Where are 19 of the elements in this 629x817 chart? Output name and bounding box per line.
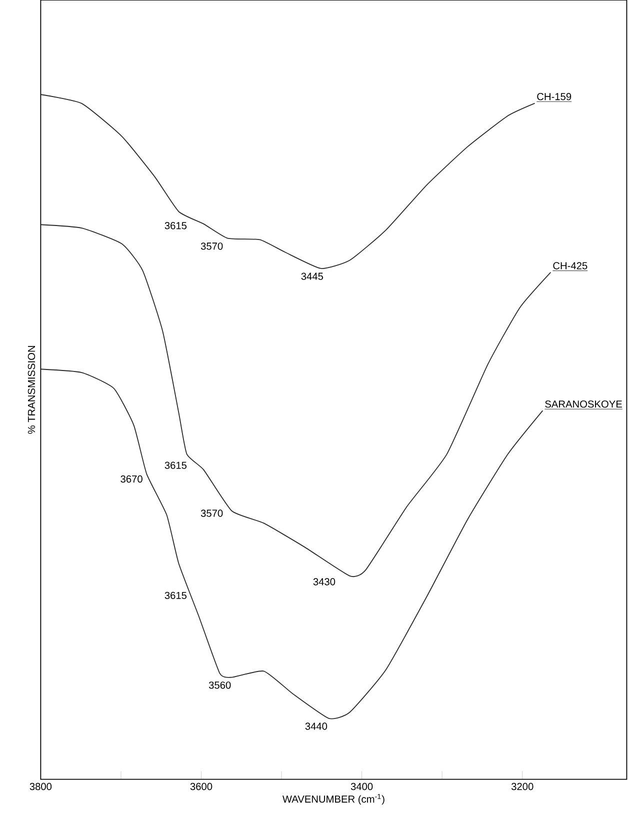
- annotation: 3430: [313, 578, 336, 586]
- x-tick-label: 3600: [190, 782, 212, 790]
- series-label: CH-425: [553, 262, 588, 270]
- annotation: 3615: [164, 592, 187, 600]
- series-label: SARANOSKOYE: [545, 400, 622, 408]
- x-tick-label: 3400: [351, 782, 373, 790]
- annotation: 3440: [305, 722, 328, 730]
- annotation: 3570: [201, 510, 223, 517]
- x-tick-label: 3800: [30, 782, 52, 790]
- annotation: 3615: [164, 462, 187, 469]
- annotation: 3670: [120, 475, 143, 483]
- x-axis-title: WAVENUMBER (cm$^{-1}$): [282, 794, 384, 805]
- annotation: 3560: [209, 682, 231, 689]
- annotation: 3570: [201, 242, 223, 250]
- x-tick-label: 3200: [512, 782, 534, 790]
- annotation: 3445: [301, 272, 324, 280]
- series-label: CH-159: [537, 92, 572, 100]
- annotation: 3615: [164, 222, 187, 230]
- y-axis-title: % TRANSMISSION: [28, 346, 36, 434]
